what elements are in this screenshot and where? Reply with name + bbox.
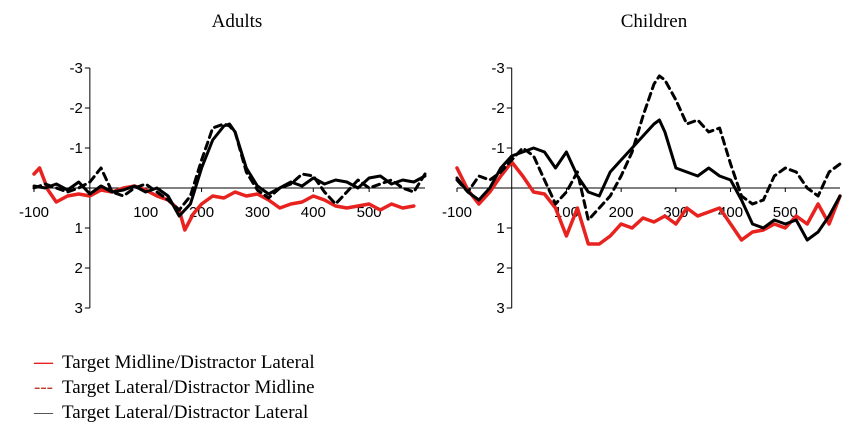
x-tick-label: 500 (773, 204, 798, 221)
y-tick-label: 3 (75, 300, 83, 317)
legend-label-1: Target Midline/Distractor Lateral (62, 352, 315, 373)
x-tick-label: -100 (442, 204, 472, 221)
legend-swatch-1: — (33, 352, 54, 373)
legend-item-lateral-lateral: — Target Lateral/Distractor Lateral (33, 402, 308, 423)
legend-swatch-3: — (33, 402, 54, 423)
x-tick-label: 300 (245, 204, 270, 221)
y-tick-label: 1 (496, 220, 504, 237)
y-tick-label: -1 (491, 140, 504, 157)
adults-title: Adults (212, 11, 263, 32)
legend-label-2: Target Lateral/Distractor Midline (62, 377, 315, 398)
y-tick-label: -1 (70, 140, 83, 157)
legend-label-3: Target Lateral/Distractor Lateral (62, 402, 308, 423)
x-tick-label: -100 (19, 204, 49, 221)
series-line-lateral-midline (455, 74, 842, 222)
series-line-lateral-lateral (32, 122, 427, 218)
series-line-lateral-lateral (455, 118, 842, 242)
x-tick-label: 100 (133, 204, 158, 221)
y-tick-label: 3 (496, 300, 504, 317)
x-tick-label: 200 (189, 204, 214, 221)
legend-item-midline-lateral: — Target Midline/Distractor Lateral (33, 352, 315, 373)
y-tick-label: -3 (70, 60, 83, 77)
legend-swatch-2: --- (34, 377, 53, 398)
y-tick-label: 2 (75, 260, 83, 277)
y-tick-label: 2 (496, 260, 504, 277)
children-title: Children (621, 11, 688, 32)
y-tick-label: -2 (491, 100, 504, 117)
y-tick-label: -2 (70, 100, 83, 117)
y-tick-label: 1 (75, 220, 83, 237)
x-tick-label: 200 (609, 204, 634, 221)
y-tick-label: -3 (491, 60, 504, 77)
series-line-midline-lateral (455, 160, 842, 246)
x-tick-label: 400 (301, 204, 326, 221)
series-line-midline-lateral (32, 166, 416, 232)
legend-item-lateral-midline: --- Target Lateral/Distractor Midline (34, 377, 315, 398)
series-line-lateral-midline (32, 122, 427, 212)
legend: — Target Midline/Distractor Lateral --- … (33, 352, 315, 423)
